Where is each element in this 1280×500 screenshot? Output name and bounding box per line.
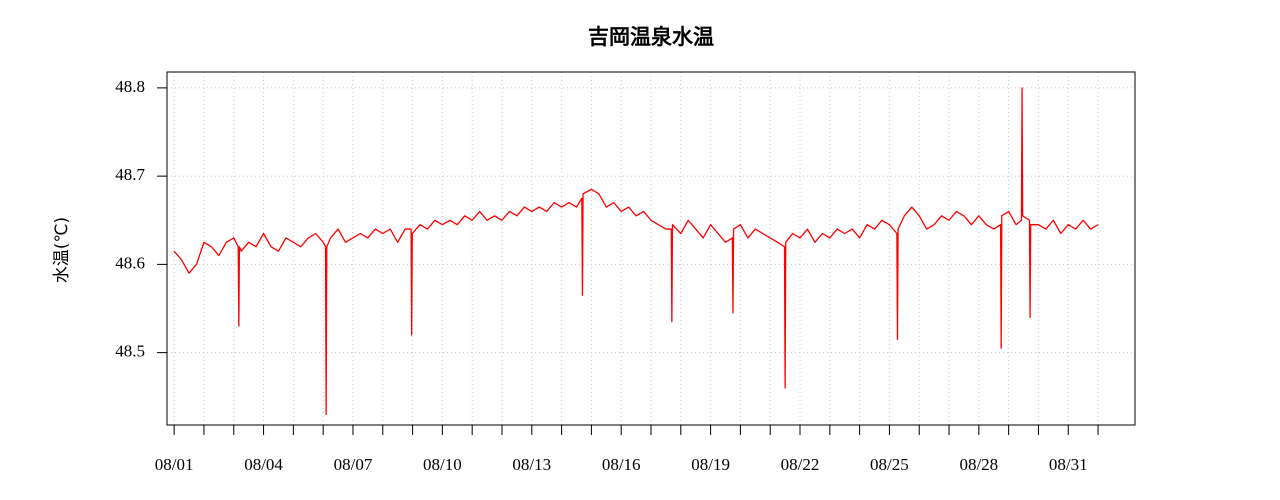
x-tick-label: 08/28: [959, 455, 998, 474]
x-tick-label: 08/22: [781, 455, 820, 474]
x-tick-label: 08/13: [512, 455, 551, 474]
x-tick-label: 08/19: [691, 455, 730, 474]
data-line: [173, 87, 1099, 416]
chart-title: 吉岡温泉水温: [588, 25, 714, 49]
y-tick-label: 48.7: [115, 165, 145, 184]
x-tick-label: 08/07: [334, 455, 373, 474]
plot-frame: [166, 71, 1136, 426]
x-tick-label: 08/25: [870, 455, 909, 474]
y-tick-label: 48.8: [115, 77, 145, 96]
x-tick-label: 08/04: [244, 455, 283, 474]
x-tick-label: 08/10: [423, 455, 462, 474]
y-tick-label: 48.5: [115, 342, 145, 361]
x-tick-label: 08/31: [1049, 455, 1088, 474]
x-tick-label: 08/16: [602, 455, 641, 474]
y-tick-label: 48.6: [115, 253, 145, 272]
x-tick-label: 08/01: [155, 455, 194, 474]
y-axis-label: 水温(℃): [52, 217, 72, 283]
